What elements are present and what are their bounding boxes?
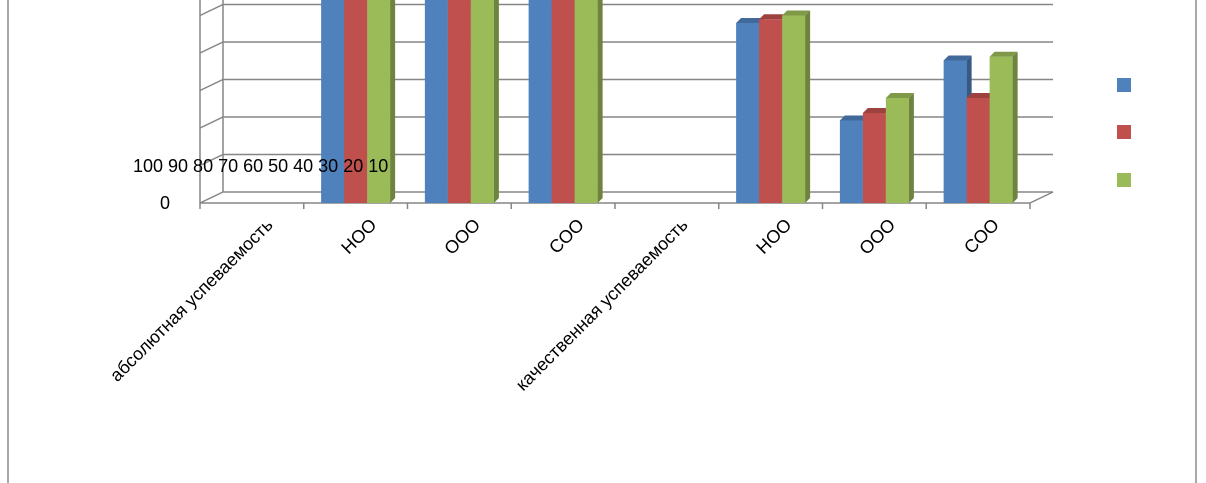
x-category-label: абсолютная успеваемость [106, 215, 277, 386]
bar-series-3-cat-8 [989, 51, 1018, 203]
x-category-label: НОО [752, 215, 795, 258]
y-tick-label-zero: 0 [160, 193, 170, 213]
x-category-label: СОО [545, 215, 588, 258]
bar-series-3-cat-3 [470, 0, 499, 203]
legend-swatch-series-3 [1117, 173, 1131, 187]
x-category-label: ООО [855, 215, 899, 259]
bar-series-3-cat-7 [885, 93, 914, 203]
legend-swatch-series-2 [1117, 125, 1131, 139]
x-category-label: качественная успеваемость [512, 215, 692, 395]
x-category-label: НОО [337, 215, 380, 258]
bar-series-3-cat-4 [574, 0, 603, 203]
bar-series-3-cat-6 [782, 10, 811, 203]
y-tick-labels-run: 100 90 80 70 60 50 40 30 20 10 [133, 156, 388, 176]
floor-right-edge [1029, 191, 1054, 204]
x-category-label: ООО [440, 215, 484, 259]
legend-swatch-series-1 [1117, 78, 1131, 92]
bar-series-3-cat-2 [367, 0, 396, 203]
x-category-label: СОО [960, 215, 1003, 258]
